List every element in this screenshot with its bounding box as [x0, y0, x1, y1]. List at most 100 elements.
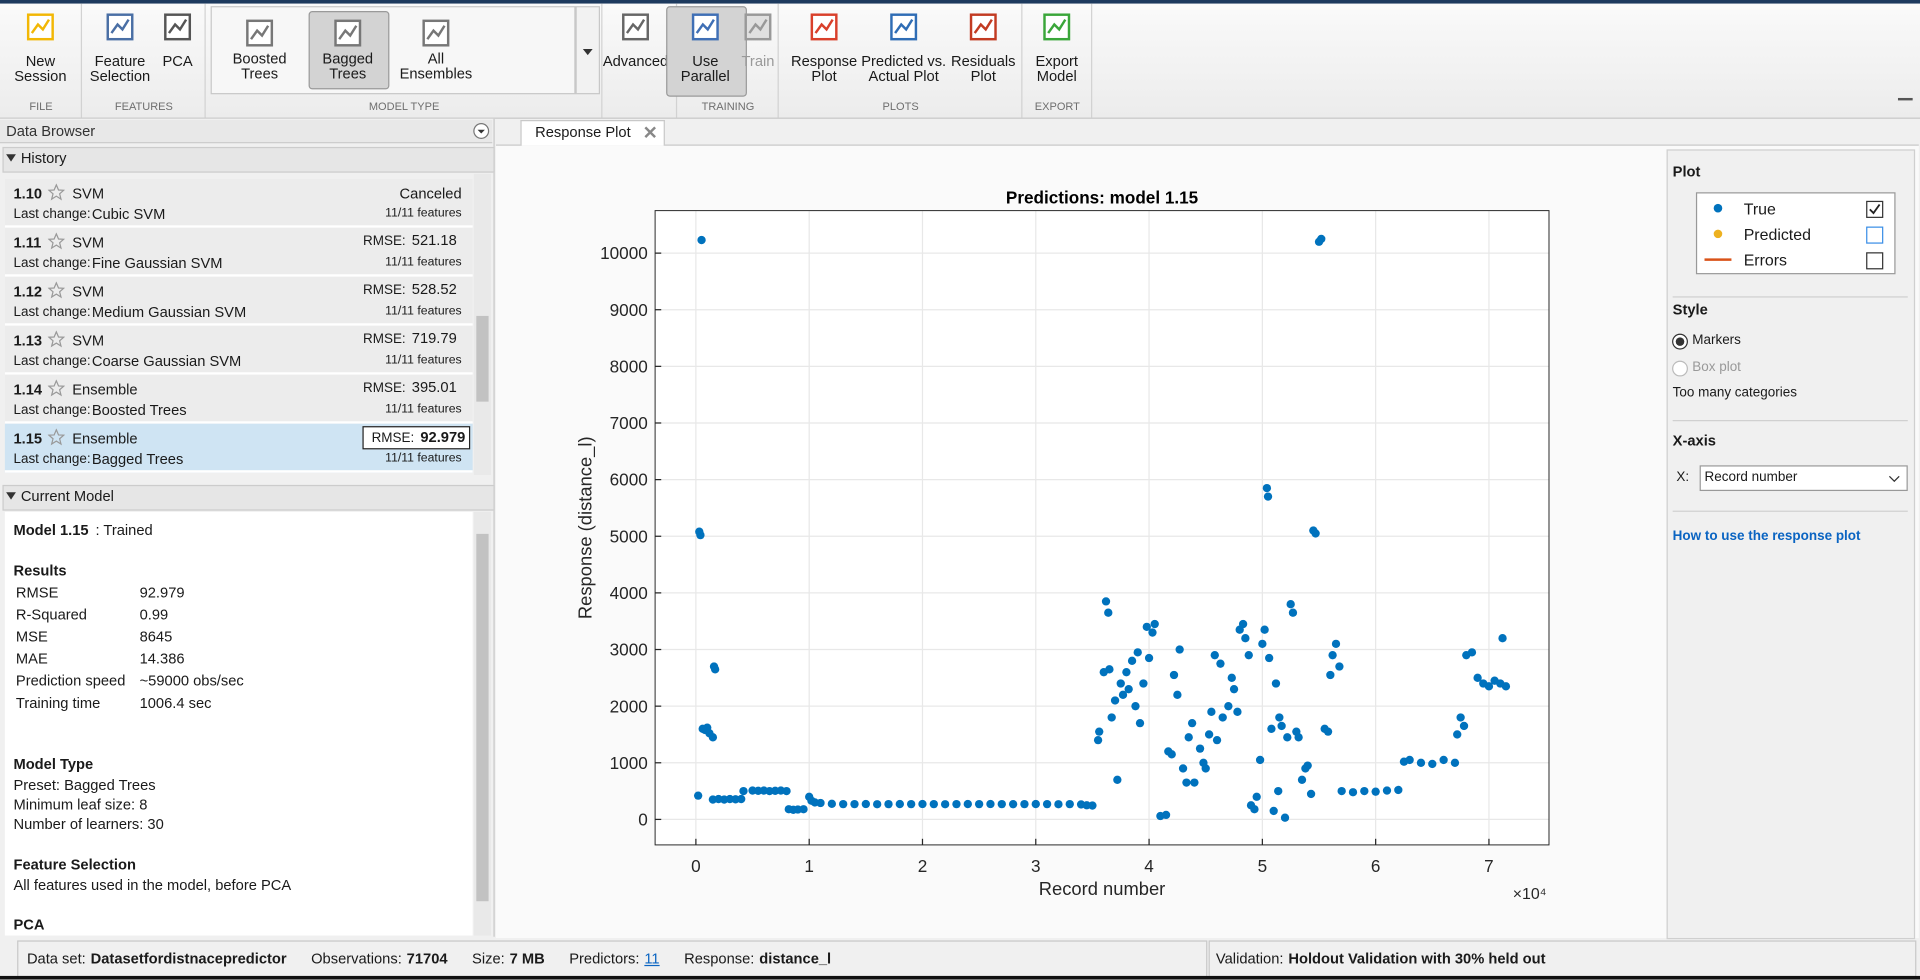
history-item[interactable] — [4, 374, 473, 424]
data-point — [1224, 701, 1233, 711]
data-point — [974, 799, 984, 809]
icon-shape — [167, 18, 188, 34]
data-point — [1142, 622, 1151, 632]
y-axis-label: Response (distance_l) — [574, 436, 596, 619]
x-select[interactable]: Record number — [1699, 465, 1908, 492]
group-label: TRAINING — [701, 100, 755, 113]
data-point — [1227, 673, 1236, 683]
data-point — [1169, 670, 1179, 680]
data-point — [1184, 733, 1193, 742]
radio[interactable] — [1672, 360, 1688, 377]
model-id: 1.11 — [13, 233, 42, 252]
data-point — [1008, 800, 1018, 809]
collapse-arrow[interactable] — [6, 154, 16, 162]
current-scrollbar[interactable] — [473, 511, 492, 936]
arrow — [477, 129, 485, 134]
arrow — [1888, 475, 1900, 483]
button-label: Boosted — [232, 50, 287, 68]
legend-checkbox[interactable] — [1866, 200, 1884, 218]
favorite-star[interactable] — [47, 330, 65, 348]
data-point — [1042, 799, 1052, 809]
scroll-thumb[interactable] — [476, 315, 489, 402]
data-point — [1459, 721, 1469, 731]
icon — [1704, 258, 1732, 261]
icon — [47, 379, 65, 397]
button-label: Train — [741, 52, 775, 70]
metric: RMSE: 92.979 — [362, 426, 471, 450]
x-tick-label: 6 — [1371, 856, 1381, 876]
history-header[interactable] — [2, 146, 495, 173]
data-point — [708, 733, 718, 742]
data-point — [884, 799, 893, 809]
x-multiplier: ×10⁴ — [1513, 886, 1547, 903]
data-point — [1216, 659, 1225, 668]
metric-value: 92.979 — [420, 428, 466, 446]
data-point — [1311, 529, 1320, 538]
separator — [1672, 296, 1908, 298]
data-point — [1416, 758, 1426, 767]
result-value: 0.99 — [139, 606, 169, 624]
icon — [164, 13, 192, 41]
button-label: Model — [1036, 67, 1077, 85]
gallery-more[interactable] — [575, 6, 601, 95]
button-label: All — [427, 50, 445, 68]
current-header[interactable] — [2, 484, 495, 511]
button-label: Advanced — [602, 52, 669, 70]
result-value: 14.386 — [139, 650, 185, 668]
data-point — [696, 530, 705, 540]
section-heading: Feature Selection — [13, 855, 136, 874]
scroll-thumb[interactable] — [476, 533, 489, 902]
favorite-star[interactable] — [47, 281, 65, 299]
change-label: Last change: — [13, 304, 91, 320]
y-tick-label: 0 — [638, 810, 648, 830]
status-left — [17, 940, 1208, 978]
favorite-star[interactable] — [47, 232, 65, 250]
strip-collapse[interactable] — [1897, 97, 1913, 115]
icon — [422, 19, 450, 47]
section-header: History — [20, 149, 67, 167]
options-panel — [1666, 149, 1916, 940]
tab[interactable] — [520, 120, 665, 146]
close-tab[interactable] — [644, 126, 656, 139]
favorite-star[interactable] — [47, 183, 65, 201]
tab-title[interactable]: Response Plot — [535, 123, 631, 141]
data-point — [782, 786, 791, 796]
history-item[interactable] — [4, 227, 473, 277]
change-value: Medium Gaussian SVM — [91, 303, 247, 321]
data-point — [1250, 805, 1259, 814]
status-item: Predictors: 11 — [569, 950, 659, 967]
icon-shape — [695, 18, 715, 34]
data-point — [1467, 648, 1477, 657]
status-item: Observations: 71704 — [311, 950, 447, 967]
y-tick-label: 10000 — [600, 243, 648, 263]
feature-count: 11/11 features — [385, 451, 462, 466]
icon — [6, 154, 16, 162]
icon — [644, 126, 656, 139]
legend-checkbox[interactable] — [1866, 226, 1884, 244]
history-item[interactable] — [4, 325, 473, 375]
status-value[interactable]: 11 — [644, 950, 660, 968]
data-point — [1150, 619, 1159, 629]
legend-checkbox[interactable] — [1866, 252, 1884, 270]
icon — [1713, 203, 1723, 213]
favorite-star[interactable] — [47, 428, 65, 446]
collapse-arrow[interactable] — [6, 492, 16, 500]
data-point — [1453, 730, 1462, 739]
section-heading: Model Type — [13, 755, 94, 773]
data-point — [1207, 707, 1216, 716]
data-point — [1144, 653, 1154, 663]
data-point — [1371, 787, 1380, 796]
icon — [26, 13, 54, 41]
history-item[interactable] — [4, 178, 473, 228]
help-link[interactable]: How to use the response plot — [1672, 528, 1861, 544]
history-scrollbar[interactable] — [473, 173, 492, 476]
data-point — [1110, 696, 1120, 705]
icon-shape — [106, 13, 134, 41]
result-label: R-Squared — [15, 606, 87, 624]
favorite-star[interactable] — [47, 379, 65, 397]
y-tick-label: 4000 — [610, 583, 648, 603]
metric-label: RMSE: — [371, 431, 415, 446]
status-items: Data set: Datasetfordistnacepredictor Obse… — [27, 950, 831, 967]
data-point — [710, 665, 720, 674]
history-item[interactable] — [4, 276, 473, 326]
